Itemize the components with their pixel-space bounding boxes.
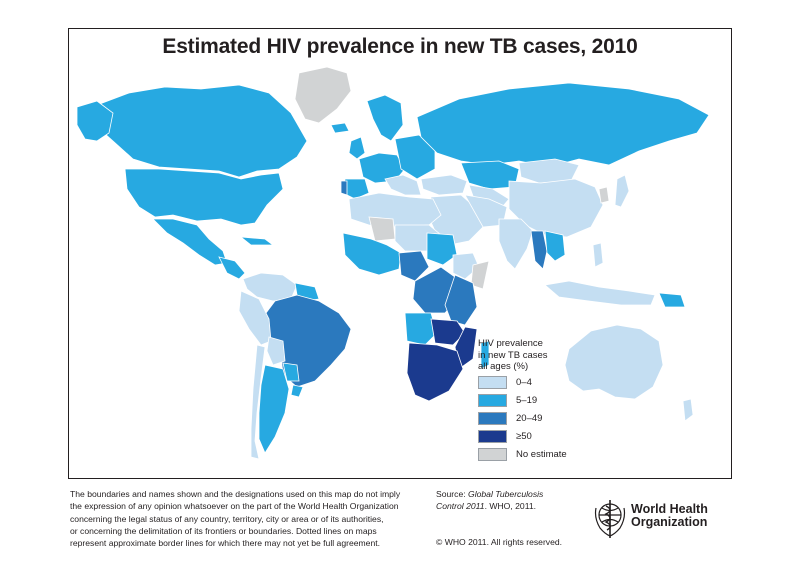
region-paraguay[interactable] bbox=[282, 362, 300, 382]
region-mozambique[interactable] bbox=[454, 326, 478, 370]
region-papua-new-guinea[interactable] bbox=[658, 292, 686, 308]
region-new-zealand[interactable] bbox=[682, 398, 694, 422]
legend-title: HIV prevalence in new TB cases all ages … bbox=[478, 338, 548, 372]
region-angola[interactable] bbox=[404, 312, 438, 346]
region-russia[interactable] bbox=[416, 82, 710, 168]
region-nigeria-cameroon[interactable] bbox=[398, 250, 430, 282]
region-north-africa[interactable] bbox=[348, 192, 442, 228]
legend-swatch bbox=[478, 448, 507, 461]
region-canada[interactable] bbox=[94, 84, 308, 178]
copyright: © WHO 2011. All rights reserved. bbox=[436, 537, 563, 547]
source-citation: Source: Global Tuberculosis Control 2011… bbox=[436, 489, 544, 512]
region-united-states[interactable] bbox=[124, 168, 284, 226]
legend-label: No estimate bbox=[516, 449, 567, 460]
legend-label: 0–4 bbox=[516, 377, 532, 388]
region-argentina[interactable] bbox=[258, 364, 290, 454]
region-alaska[interactable] bbox=[76, 100, 114, 142]
region-japan[interactable] bbox=[614, 174, 630, 208]
region-bolivia[interactable] bbox=[266, 336, 286, 366]
region-mexico[interactable] bbox=[152, 218, 228, 266]
region-indonesia[interactable] bbox=[544, 280, 656, 306]
region-myanmar-thailand[interactable] bbox=[530, 230, 548, 270]
region-western-sahara-mali[interactable] bbox=[368, 216, 396, 242]
region-somalia[interactable] bbox=[470, 260, 490, 290]
region-india[interactable] bbox=[498, 218, 534, 270]
map-frame: Estimated HIV prevalence in new TB cases… bbox=[68, 28, 732, 479]
region-uk-ireland[interactable] bbox=[348, 136, 366, 160]
who-organization-name: World Health Organization bbox=[631, 502, 708, 529]
legend-swatch bbox=[478, 376, 507, 389]
region-western-europe[interactable] bbox=[358, 152, 406, 184]
region-greenland[interactable] bbox=[294, 66, 352, 124]
region-scandinavia[interactable] bbox=[366, 94, 404, 142]
region-cuba-caribbean[interactable] bbox=[239, 236, 275, 246]
region-eastern-europe[interactable] bbox=[394, 134, 436, 180]
who-emblem-icon bbox=[594, 500, 626, 538]
region-iceland[interactable] bbox=[330, 122, 350, 134]
disclaimer: The boundaries and names shown and the d… bbox=[70, 489, 401, 549]
region-philippines[interactable] bbox=[592, 242, 604, 268]
region-madagascar[interactable] bbox=[480, 340, 490, 370]
legend-swatch bbox=[478, 430, 507, 443]
region-australia[interactable] bbox=[564, 324, 664, 400]
region-korea[interactable] bbox=[598, 186, 610, 204]
legend-label: 5–19 bbox=[516, 395, 538, 406]
region-chile[interactable] bbox=[250, 344, 266, 460]
region-uruguay[interactable] bbox=[290, 384, 304, 398]
region-kenya-tanzania[interactable] bbox=[444, 274, 478, 326]
legend-label: 20–49 bbox=[516, 413, 543, 424]
world-map bbox=[76, 66, 710, 460]
region-portugal[interactable] bbox=[340, 180, 348, 196]
region-southern-africa[interactable] bbox=[406, 342, 464, 402]
region-turkey-caucasus[interactable] bbox=[420, 174, 468, 196]
region-central-america[interactable] bbox=[218, 256, 246, 280]
legend-swatch bbox=[478, 394, 507, 407]
legend-label: ≥50 bbox=[516, 431, 532, 442]
region-west-africa[interactable] bbox=[342, 232, 402, 276]
region-sudan[interactable] bbox=[426, 232, 458, 266]
region-southeast-asia[interactable] bbox=[544, 230, 566, 262]
region-italy-balkans[interactable] bbox=[384, 174, 422, 196]
region-iran-afghanistan[interactable] bbox=[464, 194, 508, 228]
map-title: Estimated HIV prevalence in new TB cases… bbox=[162, 35, 638, 58]
region-peru-ecuador[interactable] bbox=[238, 290, 272, 346]
legend: HIV prevalence in new TB cases all ages … bbox=[478, 338, 618, 461]
legend-swatch bbox=[478, 412, 507, 425]
